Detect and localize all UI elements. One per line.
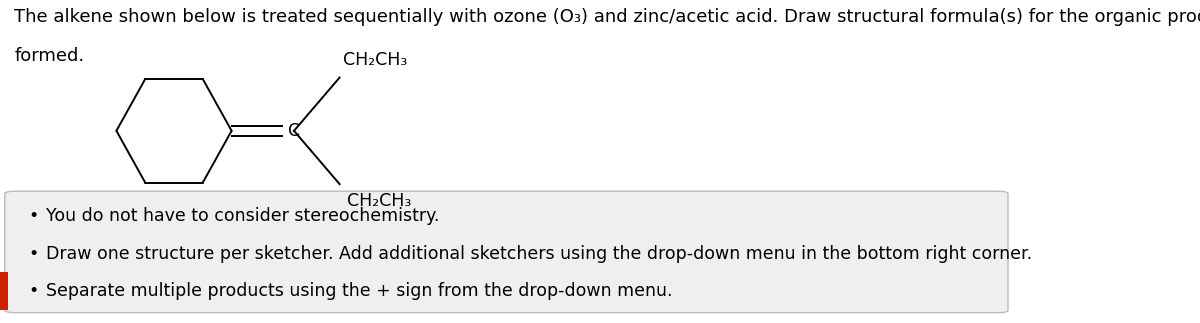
Text: Separate multiple products using the + sign from the drop-down menu.: Separate multiple products using the + s… <box>46 282 672 300</box>
Text: •: • <box>29 282 40 300</box>
Text: CH₂CH₃: CH₂CH₃ <box>343 51 408 69</box>
Text: The alkene shown below is treated sequentially with ozone (O₃) and zinc/acetic a: The alkene shown below is treated sequen… <box>14 8 1200 26</box>
Text: C: C <box>288 122 300 140</box>
Text: •: • <box>29 207 40 225</box>
Text: Draw one structure per sketcher. Add additional sketchers using the drop-down me: Draw one structure per sketcher. Add add… <box>46 245 1032 263</box>
Bar <box>0 272 8 310</box>
Text: You do not have to consider stereochemistry.: You do not have to consider stereochemis… <box>46 207 439 225</box>
Text: formed.: formed. <box>14 47 84 65</box>
Text: •: • <box>29 245 40 263</box>
Text: CH₂CH₃: CH₂CH₃ <box>347 192 412 210</box>
FancyBboxPatch shape <box>5 191 1008 313</box>
